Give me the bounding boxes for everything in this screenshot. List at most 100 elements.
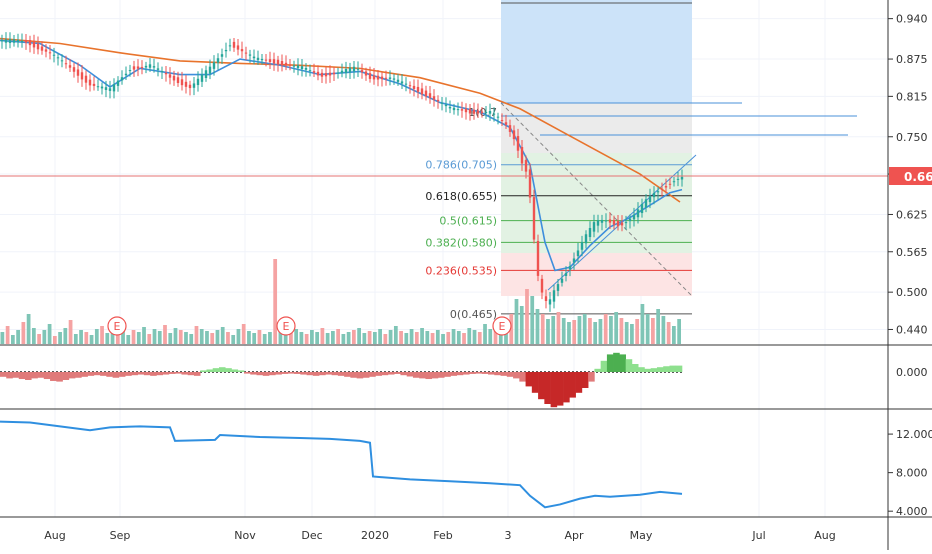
volume-bar xyxy=(89,335,94,344)
candle-body xyxy=(596,220,600,226)
candle-body xyxy=(496,116,500,118)
candle-body xyxy=(132,66,136,70)
candle-body xyxy=(256,57,260,61)
indicator-bar xyxy=(287,372,295,374)
volume-bar xyxy=(100,326,104,344)
candle-body xyxy=(204,70,208,79)
candle-body xyxy=(592,222,596,232)
indicator-bar xyxy=(400,372,407,376)
indicator-bar xyxy=(531,372,539,393)
indicator-bar xyxy=(37,372,45,378)
volume-bar xyxy=(84,332,89,344)
volume-bar xyxy=(346,332,351,344)
volume-bar xyxy=(278,328,283,344)
indicator-bar xyxy=(613,352,620,372)
candle-body xyxy=(252,56,256,59)
indicator-bar xyxy=(325,372,332,375)
candle-body xyxy=(212,62,216,69)
volume-bar xyxy=(247,331,251,344)
candle-body xyxy=(52,54,56,56)
indicator-bar xyxy=(162,372,170,375)
volume-bar xyxy=(283,331,288,344)
candle-body xyxy=(504,122,508,125)
candle-body xyxy=(528,169,532,198)
indicator-bar xyxy=(625,359,633,372)
candle-body xyxy=(404,83,408,85)
indicator-bar xyxy=(25,372,32,380)
indicator-bar xyxy=(175,372,182,374)
fib-zone-red xyxy=(501,253,692,296)
candle-body xyxy=(448,106,452,109)
candle-body xyxy=(632,214,636,220)
volume-bar xyxy=(142,327,146,344)
indicator-bar xyxy=(419,372,426,379)
volume-bar xyxy=(79,330,83,344)
candle-body xyxy=(584,234,588,244)
volume-bar xyxy=(63,328,68,344)
volume-bar xyxy=(588,318,592,344)
candle-body xyxy=(220,54,224,57)
volume-bar xyxy=(315,332,320,344)
volume-bar xyxy=(336,329,340,344)
indicator-bar xyxy=(181,372,189,375)
candle-body xyxy=(96,86,100,88)
indicator-bar xyxy=(394,372,401,374)
time-tick-label: Feb xyxy=(433,529,452,542)
candle-body xyxy=(508,125,512,132)
indicator-bar xyxy=(275,372,282,375)
volume-bar xyxy=(189,334,194,344)
candle-body xyxy=(244,52,248,54)
candle-body xyxy=(176,77,180,84)
indicator-bar xyxy=(431,372,439,379)
volume-bar xyxy=(31,328,36,344)
candle-body xyxy=(576,250,580,257)
time-tick-label: Apr xyxy=(564,529,584,542)
volume-bar xyxy=(477,332,482,344)
volume-bar xyxy=(173,328,178,344)
candle-body xyxy=(276,59,280,65)
candle-body xyxy=(48,52,52,54)
indicator-bar xyxy=(156,372,163,376)
candle-body xyxy=(488,111,492,114)
candle-body xyxy=(500,120,504,122)
indicator-bar xyxy=(168,372,176,374)
fib-level-label: 0.236(0.535) xyxy=(425,264,497,277)
indicator-tick-label: 0.000 xyxy=(896,366,928,379)
lower-tick-label: 8.000 xyxy=(896,467,928,480)
indicator-bar xyxy=(519,372,526,382)
volume-bar xyxy=(94,329,99,344)
histogram-indicator xyxy=(0,352,683,408)
volume-bar xyxy=(184,332,188,344)
candle-body xyxy=(128,70,132,72)
candle-body xyxy=(44,49,48,52)
candle-body xyxy=(568,266,572,270)
candle-body xyxy=(348,67,352,73)
indicator-bar xyxy=(200,370,207,372)
candle-body xyxy=(612,219,616,225)
indicator-bar xyxy=(337,372,345,376)
candle-body xyxy=(196,78,200,86)
indicator-bar xyxy=(6,372,13,379)
indicator-bar xyxy=(18,372,26,380)
indicator-bar xyxy=(606,354,614,372)
candle-body xyxy=(572,258,576,263)
indicator-bar xyxy=(56,372,63,382)
candle-body xyxy=(428,93,432,98)
indicator-bar xyxy=(344,372,351,377)
volume-bar xyxy=(52,336,57,344)
volume-bar xyxy=(367,331,372,344)
volume-bar xyxy=(572,320,577,344)
candle-body xyxy=(624,222,628,224)
volume-bar xyxy=(168,333,173,344)
indicator-bar xyxy=(387,372,395,375)
volume-bar xyxy=(435,330,440,344)
candle-body xyxy=(56,57,60,59)
candle-body xyxy=(640,203,644,214)
candle-body xyxy=(320,72,324,77)
candle-body xyxy=(388,77,392,79)
volume-bar xyxy=(530,296,535,344)
volume-bar xyxy=(231,335,236,344)
price-tick-label: 0.625 xyxy=(896,208,928,221)
indicator-bar xyxy=(475,372,483,374)
